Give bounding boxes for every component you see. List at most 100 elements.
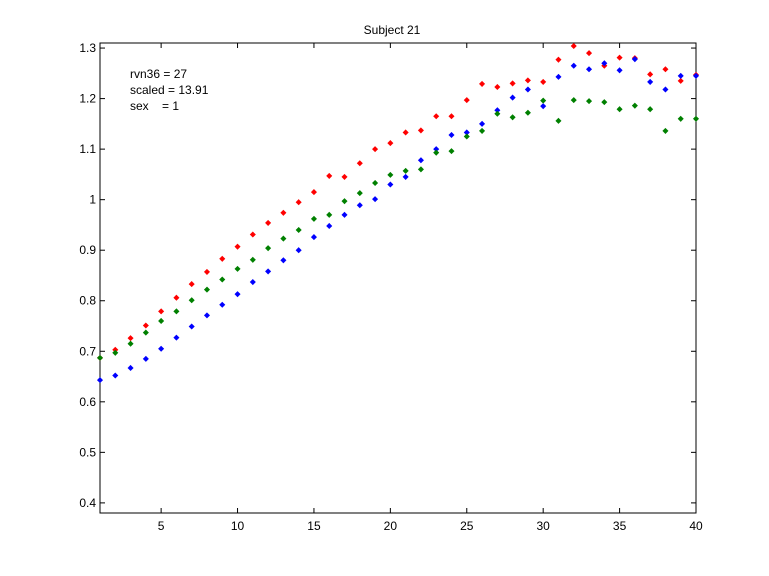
data-point: [249, 256, 256, 263]
data-point: [249, 279, 256, 286]
x-tick-label: 40: [689, 519, 703, 533]
data-point: [127, 364, 134, 371]
data-point: [402, 173, 409, 180]
data-point: [127, 340, 134, 347]
data-point: [417, 157, 424, 164]
data-point: [158, 317, 165, 324]
annotation-rvn36: rvn36 = 27: [130, 67, 187, 81]
data-point: [570, 97, 577, 104]
data-point: [310, 189, 317, 196]
data-point: [341, 198, 348, 205]
data-point: [586, 98, 593, 105]
data-point: [524, 109, 531, 116]
data-point: [509, 94, 516, 101]
y-tick-label: 1.3: [79, 41, 96, 55]
data-point: [203, 268, 210, 275]
data-point: [188, 281, 195, 288]
data-point: [647, 106, 654, 113]
y-tick-label: 1.1: [79, 142, 96, 156]
series-3: [96, 97, 700, 361]
data-point: [570, 62, 577, 69]
data-point: [326, 211, 333, 218]
data-point: [448, 148, 455, 155]
data-point: [692, 72, 700, 79]
data-point: [677, 72, 684, 79]
data-point: [219, 255, 226, 262]
data-point: [142, 355, 149, 362]
chart-title: Subject 21: [364, 23, 421, 37]
data-point: [387, 140, 394, 147]
data-point: [96, 354, 104, 361]
data-point: [662, 66, 669, 73]
data-point: [265, 268, 272, 275]
data-point: [234, 291, 241, 298]
data-point: [326, 222, 333, 229]
data-point: [173, 294, 180, 301]
data-point: [341, 173, 348, 180]
data-point: [692, 115, 700, 122]
y-tick-label: 1.2: [79, 92, 96, 106]
data-point: [509, 80, 516, 87]
x-tick-label: 10: [231, 519, 245, 533]
x-tick-label: 25: [460, 519, 474, 533]
data-point: [158, 345, 165, 352]
data-point: [647, 71, 654, 78]
data-point: [601, 99, 608, 106]
data-point: [341, 211, 348, 218]
y-tick-label: 0.8: [79, 294, 96, 308]
x-tick-label: 20: [384, 519, 398, 533]
data-point: [203, 312, 210, 319]
data-point: [142, 322, 149, 329]
data-point: [662, 86, 669, 93]
x-tick-label: 30: [536, 519, 550, 533]
data-point: [402, 167, 409, 174]
data-point: [295, 247, 302, 254]
y-tick-label: 0.4: [79, 496, 96, 510]
data-point: [158, 308, 165, 315]
data-point: [616, 67, 623, 74]
data-point: [494, 110, 501, 117]
x-tick-label: 35: [613, 519, 627, 533]
y-tick-label: 0.5: [79, 445, 96, 459]
axes-ticks: 5 10 15 20 25 30 35 40 0.4 0.5 0.6 0.7 0.8 0.9 1 1.1 1.2…: [79, 41, 703, 533]
data-point: [219, 301, 226, 308]
plot-area: [99, 42, 697, 514]
data-point: [295, 226, 302, 234]
data-point: [310, 234, 317, 241]
annotation-scaled: scaled = 13.91: [130, 83, 209, 97]
y-tick-label: 0.9: [79, 243, 96, 257]
x-tick-label: 5: [158, 519, 165, 533]
data-point: [524, 77, 531, 84]
data-point: [142, 329, 149, 336]
data-point: [555, 117, 562, 124]
data-point: [540, 97, 547, 104]
annotation-sex: sex = 1: [130, 99, 179, 113]
data-point: [372, 179, 379, 187]
data-point: [677, 77, 684, 84]
data-point: [540, 103, 547, 110]
data-point: [448, 113, 455, 120]
annotation-box: rvn36 = 27 scaled = 13.91 sex = 1: [130, 67, 209, 113]
data-point: [173, 334, 180, 341]
data-point: [540, 78, 547, 85]
data-point: [601, 60, 608, 67]
data-points: [96, 43, 700, 384]
data-point: [586, 50, 593, 57]
data-point: [570, 43, 577, 50]
data-point: [631, 56, 638, 63]
data-point: [402, 129, 409, 136]
data-point: [463, 133, 470, 140]
data-point: [188, 297, 195, 304]
data-point: [631, 102, 638, 109]
data-point: [586, 66, 593, 73]
data-point: [265, 219, 272, 226]
data-point: [112, 349, 119, 356]
data-point: [310, 215, 317, 222]
data-point: [356, 202, 363, 209]
data-point: [219, 276, 226, 283]
data-point: [265, 245, 272, 252]
data-point: [280, 209, 287, 216]
data-point: [647, 78, 654, 85]
data-point: [662, 127, 669, 134]
data-point: [677, 115, 684, 122]
